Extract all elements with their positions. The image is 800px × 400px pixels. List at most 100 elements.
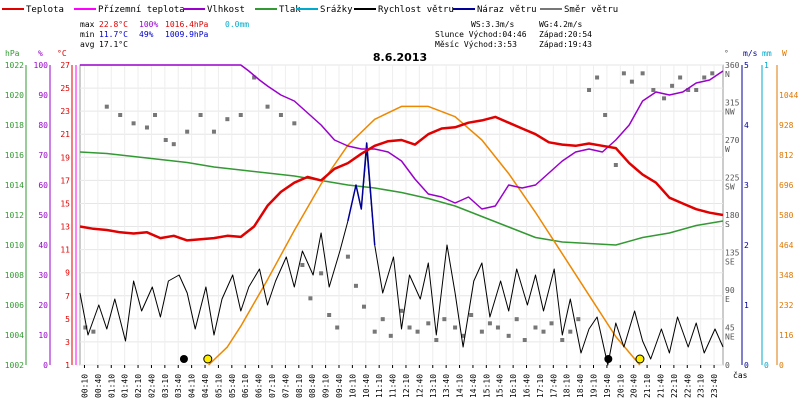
- info-moonrise: Měsíc Východ:3:53: [435, 40, 517, 49]
- info-moonset: Západ:19:43: [539, 40, 592, 49]
- x-tick-label: 03:10: [161, 374, 170, 398]
- x-tick-label: 22:10: [670, 374, 679, 398]
- x-tick-label: 16:10: [509, 374, 518, 398]
- stats-block: max 22.8°C 100% 1016.4hPa 0.0mm min 11.7…: [80, 20, 249, 49]
- stat-max-hum: 100%: [139, 20, 158, 29]
- x-tick-label: 15:10: [482, 374, 491, 398]
- wind-direction-point: [407, 325, 412, 330]
- x-tick-label: 02:10: [134, 374, 143, 398]
- wind-direction-point: [238, 113, 243, 117]
- wind-direction-point: [587, 88, 592, 92]
- direction-tick-label: NE: [725, 333, 735, 342]
- watt-unit-label: W: [782, 49, 787, 58]
- watt-tick-label: 928: [779, 121, 794, 130]
- hpa-tick-label: 1016: [5, 151, 24, 160]
- watt-tick-label: 1044: [779, 91, 798, 100]
- celsius-tick-label: 3: [65, 338, 70, 347]
- x-tick-label: 13:10: [429, 374, 438, 398]
- wind-direction-point: [163, 138, 168, 142]
- stat-min-temp: 11.7°C: [99, 30, 128, 39]
- stat-min-press: 1009.9hPa: [165, 30, 209, 39]
- celsius-tick-label: 15: [60, 199, 70, 208]
- wind-direction-point: [495, 325, 500, 330]
- direction-tick-label: N: [725, 70, 730, 79]
- moon-marker: [179, 355, 188, 363]
- celsius-tick-label: 13: [60, 223, 70, 232]
- wind-direction-point: [434, 338, 439, 342]
- x-tick-label: 07:10: [268, 374, 277, 398]
- wind-direction-point: [388, 333, 393, 338]
- x-tick-label: 01:10: [107, 374, 116, 398]
- pct-tick-label: 70: [38, 151, 48, 160]
- legend: Teplota Přízemní teplota Vlhkost Tlak Sr…: [2, 5, 618, 15]
- wind-direction-point: [453, 325, 458, 330]
- direction-tick-label: 45: [725, 324, 735, 333]
- pct-tick-label: 10: [38, 331, 48, 340]
- x-tick-label: 01:40: [121, 374, 130, 398]
- wind-direction-point: [479, 329, 484, 334]
- watt-tick-label: 116: [779, 331, 794, 340]
- celsius-tick-label: 23: [60, 107, 70, 116]
- ms-tick-label: 2: [744, 241, 749, 250]
- series-pressure: [79, 151, 724, 246]
- x-tick-label: 20:40: [630, 374, 639, 398]
- sun-marker: [635, 354, 645, 364]
- wind-direction-point: [252, 75, 257, 80]
- wind-direction-point: [694, 88, 699, 92]
- wind-direction-point: [595, 75, 600, 80]
- wind-direction-point: [144, 125, 149, 130]
- hpa-tick-label: 1008: [5, 271, 24, 280]
- celsius-tick-label: 25: [60, 84, 70, 93]
- wind-direction-point: [506, 333, 511, 338]
- wind-direction-point: [131, 121, 136, 126]
- x-tick-label: 21:10: [643, 374, 652, 398]
- wind-direction-point: [225, 117, 230, 122]
- legend-label-teplota: Teplota: [26, 5, 64, 15]
- celsius-tick-label: 21: [60, 130, 70, 139]
- legend-label-smer-vetru: Směr větru: [564, 5, 618, 15]
- ms-tick-label: 4: [744, 121, 749, 130]
- direction-unit-label: °: [724, 49, 729, 58]
- legend-label-prizemni-teplota: Přízemní teplota: [98, 5, 185, 15]
- celsius-tick-label: 9: [65, 269, 70, 278]
- pct-tick-label: 90: [38, 91, 48, 100]
- celsius-unit-label: °C: [57, 49, 67, 58]
- wind-direction-point: [353, 283, 358, 288]
- wind-direction-point: [613, 163, 618, 167]
- direction-tick-label: NW: [725, 108, 735, 117]
- wind-direction-point: [292, 121, 297, 126]
- info-ws: WS:3.3m/s: [471, 20, 515, 29]
- x-tick-label: 17:40: [549, 374, 558, 398]
- wind-direction-point: [549, 321, 554, 326]
- wind-direction-point: [265, 104, 270, 109]
- hpa-tick-label: 1004: [5, 331, 24, 340]
- wind-direction-point: [678, 75, 683, 80]
- wind-direction-point: [560, 338, 565, 342]
- direction-tick-label: 225: [725, 174, 740, 183]
- wind-direction-point: [308, 296, 313, 301]
- x-tick-label: 20:10: [616, 374, 625, 398]
- celsius-tick-label: 19: [60, 153, 70, 162]
- wind-direction-point: [514, 317, 519, 322]
- wind-direction-point: [319, 271, 324, 276]
- wind-direction-point: [372, 329, 377, 334]
- marker-layer: [179, 354, 645, 364]
- direction-tick-label: 270: [725, 136, 740, 145]
- mm-tick-label: 1: [764, 61, 769, 70]
- ms-tick-label: 3: [744, 181, 749, 190]
- series-layer: [79, 64, 724, 366]
- hpa-tick-label: 1010: [5, 241, 24, 250]
- mm-unit-label: mm: [762, 49, 772, 58]
- x-tick-label: 23:10: [697, 374, 706, 398]
- hpa-tick-label: 1002: [5, 361, 24, 370]
- stat-min-hum: 49%: [139, 30, 154, 39]
- direction-tick-label: 135: [725, 249, 740, 258]
- direction-tick-label: 90: [725, 286, 735, 295]
- celsius-tick-label: 1: [65, 361, 70, 370]
- legend-label-vlhkost: Vlhkost: [207, 5, 245, 15]
- x-tick-label: 22:40: [683, 374, 692, 398]
- hpa-tick-label: 1018: [5, 121, 24, 130]
- x-tick-label: 12:10: [402, 374, 411, 398]
- series-wind-speed: [79, 148, 724, 366]
